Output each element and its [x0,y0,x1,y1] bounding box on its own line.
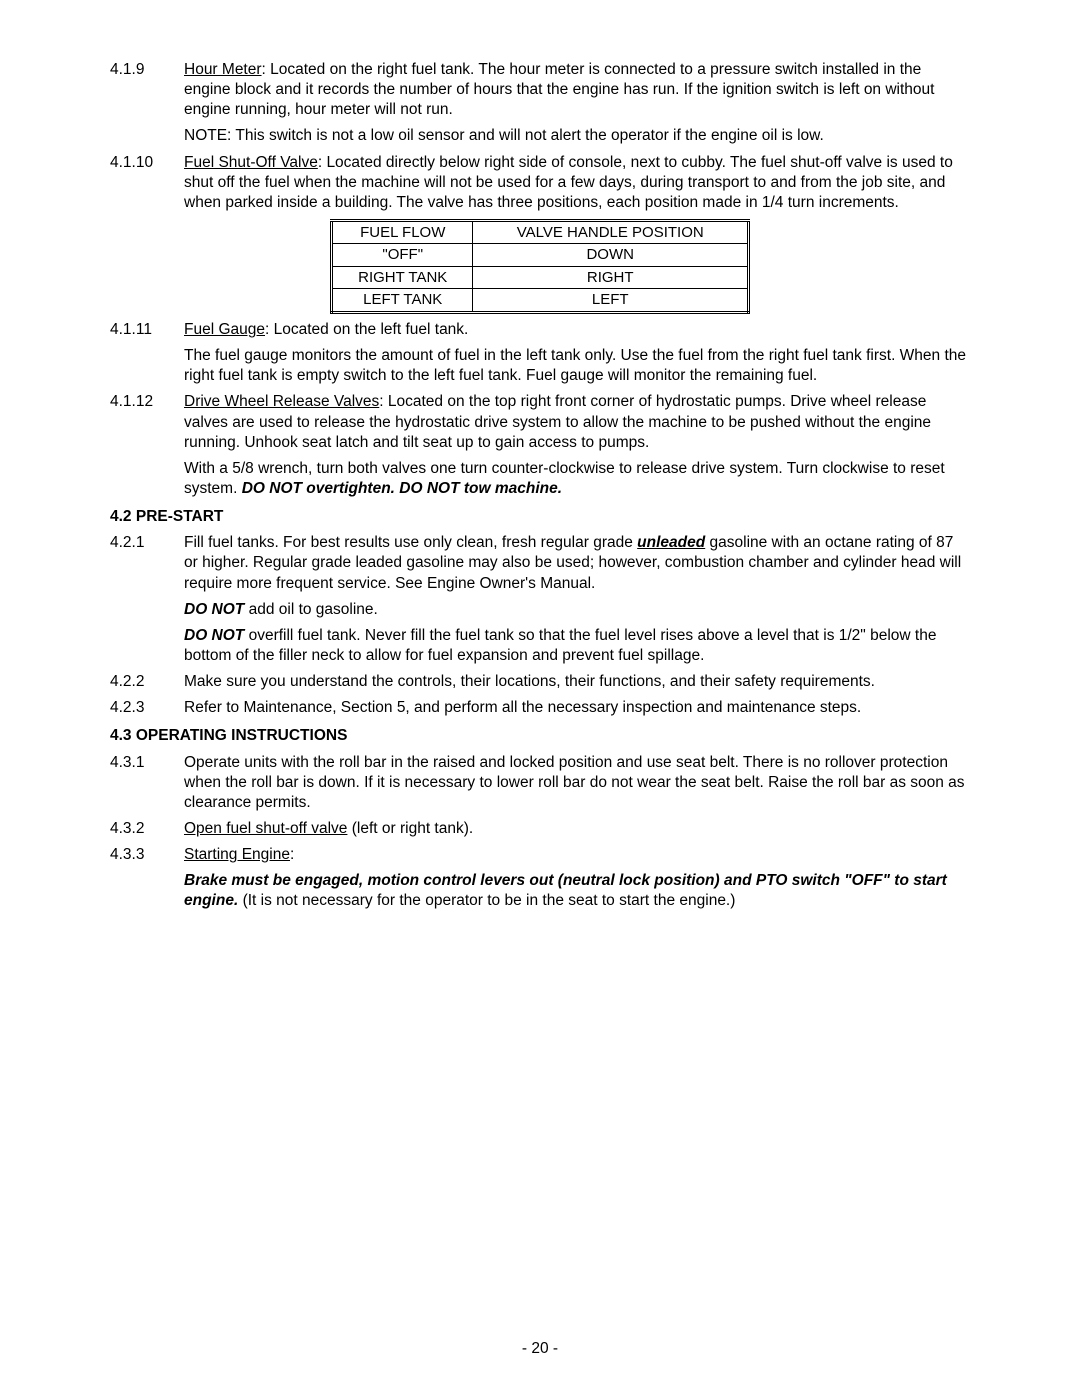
item-body: Starting Engine: [184,845,970,865]
body-text: : Located on the right fuel tank. The ho… [184,61,934,118]
item-4-3-1: 4.3.1 Operate units with the roll bar in… [110,753,970,813]
document-page: 4.1.9 Hour Meter: Located on the right f… [0,0,1080,1397]
item-number: 4.1.11 [110,320,184,340]
item-4-1-9-note: NOTE: This switch is not a low oil senso… [184,126,970,146]
term-hour-meter: Hour Meter [184,61,262,78]
term-drive-wheel: Drive Wheel Release Valves [184,393,379,410]
table-cell: RIGHT TANK [332,266,473,289]
item-4-3-2: 4.3.2 Open fuel shut-off valve (left or … [110,819,970,839]
table-cell: "OFF" [332,244,473,267]
item-body: Open fuel shut-off valve (left or right … [184,819,970,839]
term-open-valve: Open fuel shut-off valve [184,820,347,837]
item-4-2-1-sub2: DO NOT overfill fuel tank. Never fill th… [184,626,970,666]
body-text: Refer to Maintenance, Section 5, and per… [184,698,970,718]
table-cell: LEFT TANK [332,289,473,313]
item-number: 4.1.9 [110,60,184,120]
item-4-1-12: 4.1.12 Drive Wheel Release Valves: Locat… [110,392,970,452]
page-number: - 20 - [0,1339,1080,1359]
body-text: Make sure you understand the controls, t… [184,672,970,692]
item-body: Fill fuel tanks. For best results use on… [184,533,970,593]
heading-4-3: 4.3 OPERATING INSTRUCTIONS [110,726,970,746]
item-4-1-9: 4.1.9 Hour Meter: Located on the right f… [110,60,970,120]
heading-4-2: 4.2 PRE-START [110,507,970,527]
item-number: 4.2.2 [110,672,184,692]
item-body: Drive Wheel Release Valves: Located on t… [184,392,970,452]
item-number: 4.3.1 [110,753,184,813]
item-4-3-3-sub: Brake must be engaged, motion control le… [184,871,970,911]
table-header: FUEL FLOW [332,220,473,244]
body-text: (left or right tank). [347,820,473,837]
body-text: (It is not necessary for the operator to… [238,892,735,909]
body-text: : Located on the left fuel tank. [265,321,468,338]
body-text: Operate units with the roll bar in the r… [184,753,970,813]
item-4-1-11: 4.1.11 Fuel Gauge: Located on the left f… [110,320,970,340]
item-4-3-3: 4.3.3 Starting Engine: [110,845,970,865]
table-cell: LEFT [473,289,749,313]
item-4-1-12-sub: With a 5/8 wrench, turn both valves one … [184,459,970,499]
item-4-2-1-sub1: DO NOT add oil to gasoline. [184,600,970,620]
item-number: 4.1.10 [110,153,184,213]
item-number: 4.3.2 [110,819,184,839]
item-number: 4.2.3 [110,698,184,718]
warning-text: DO NOT overtighten. DO NOT tow machine. [242,480,562,497]
table-cell: DOWN [473,244,749,267]
body-text: overfill fuel tank. Never fill the fuel … [184,627,936,664]
table-cell: RIGHT [473,266,749,289]
body-text: Fill fuel tanks. For best results use on… [184,534,637,551]
item-4-1-10: 4.1.10 Fuel Shut-Off Valve: Located dire… [110,153,970,213]
item-body: Hour Meter: Located on the right fuel ta… [184,60,970,120]
item-4-2-2: 4.2.2 Make sure you understand the contr… [110,672,970,692]
item-4-2-3: 4.2.3 Refer to Maintenance, Section 5, a… [110,698,970,718]
term-fuel-gauge: Fuel Gauge [184,321,265,338]
table-header: VALVE HANDLE POSITION [473,220,749,244]
item-body: Fuel Gauge: Located on the left fuel tan… [184,320,970,340]
warning-donot: DO NOT [184,627,244,644]
item-number: 4.1.12 [110,392,184,452]
emphasis-unleaded: unleaded [637,534,705,551]
body-text: : [290,846,294,863]
item-number: 4.3.3 [110,845,184,865]
item-body: Fuel Shut-Off Valve: Located directly be… [184,153,970,213]
body-text: add oil to gasoline. [244,601,378,618]
valve-table: FUEL FLOW VALVE HANDLE POSITION "OFF" DO… [330,219,750,314]
item-number: 4.2.1 [110,533,184,593]
term-starting-engine: Starting Engine [184,846,290,863]
item-4-2-1: 4.2.1 Fill fuel tanks. For best results … [110,533,970,593]
term-fuel-shutoff: Fuel Shut-Off Valve [184,154,318,171]
warning-donot: DO NOT [184,601,244,618]
item-4-1-11-sub: The fuel gauge monitors the amount of fu… [184,346,970,386]
